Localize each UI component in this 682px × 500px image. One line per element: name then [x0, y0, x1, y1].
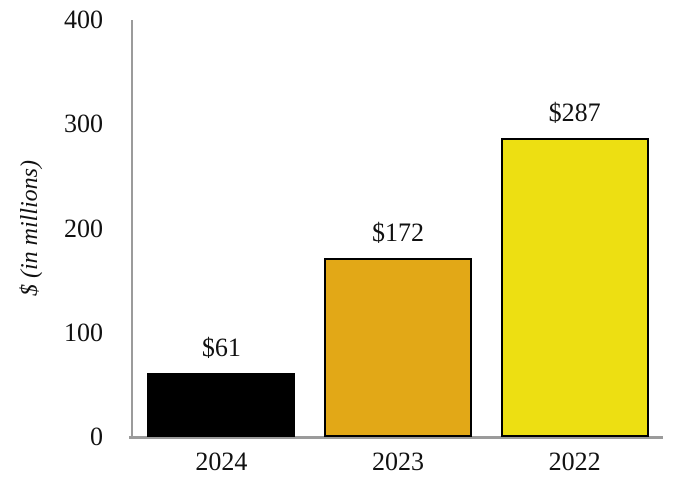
- bar-2023: [324, 257, 472, 437]
- bar-2024: [147, 373, 296, 437]
- bar-2022: [500, 137, 649, 437]
- x-axis-line: [129, 436, 663, 439]
- y-tick-label-0: 0: [90, 422, 103, 451]
- bar-value-2022: $287: [548, 97, 601, 127]
- y-tick-label-300: 300: [64, 109, 103, 139]
- y-axis-line: [131, 20, 133, 437]
- y-tick-label-200: 200: [64, 213, 103, 243]
- bar-value-2023: $172: [371, 217, 424, 247]
- x-axis-label-2022: 2022: [548, 447, 601, 476]
- bar-value-2024: $61: [201, 333, 241, 363]
- y-tick-label-100: 100: [64, 317, 103, 347]
- x-axis-label-2024: 2024: [195, 447, 248, 476]
- x-axis-label-2023: 2023: [371, 447, 424, 476]
- y-tick-label-400: 400: [64, 5, 103, 34]
